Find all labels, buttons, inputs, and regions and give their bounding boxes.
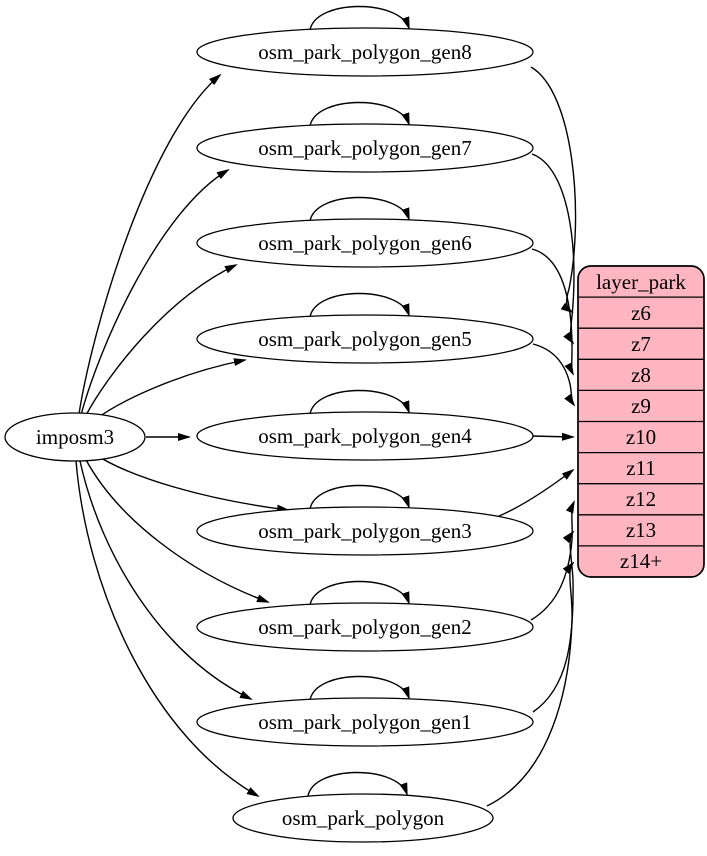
self-loop-gen1 <box>309 675 410 701</box>
edge-imposm3-to-gen1 <box>79 460 253 700</box>
edge-imposm3-to-gen5 <box>92 358 247 422</box>
gen1-label: osm_park_polygon_gen1 <box>258 710 471 734</box>
gen7-ellipse <box>196 123 534 173</box>
layer-row-z9: z9 <box>631 394 651 418</box>
imposm3-label: imposm3 <box>36 425 114 449</box>
self-loop-gen6 <box>309 196 410 222</box>
self-loop-gen7 <box>309 101 410 127</box>
edges-tables-to-layer <box>486 66 577 807</box>
gen2-label: osm_park_polygon_gen2 <box>258 615 471 639</box>
edge-imposm3-to-gen3 <box>92 452 290 513</box>
node-osm_park_polygon: osm_park_polygon <box>232 793 494 843</box>
self-loop-gen5 <box>309 292 410 318</box>
layer-park-row-dividers <box>578 296 704 547</box>
self-loop-gen8 <box>309 5 410 31</box>
layer-row-z10: z10 <box>626 425 656 449</box>
gen5-label: osm_park_polygon_gen5 <box>258 327 471 351</box>
edge-polygon-to-z14 <box>486 561 575 807</box>
edges-source-to-tables <box>75 73 290 797</box>
node-imposm3: imposm3 <box>4 412 146 462</box>
node-osm_park_polygon_gen2: osm_park_polygon_gen2 <box>196 602 534 652</box>
edge-gen1-to-z13 <box>532 530 575 713</box>
self-loop-gen4 <box>309 389 410 415</box>
gen6-ellipse <box>196 218 534 268</box>
node-osm_park_polygon_gen5: osm_park_polygon_gen5 <box>196 314 534 364</box>
node-osm_park_polygon_gen4: osm_park_polygon_gen4 <box>196 411 534 461</box>
layer-park-title: layer_park <box>596 270 686 294</box>
node-osm_park_polygon_gen8: osm_park_polygon_gen8 <box>196 27 534 77</box>
edge-gen2-to-z12 <box>530 500 575 621</box>
imposm3-ellipse <box>4 412 146 462</box>
node-osm_park_polygon_gen1: osm_park_polygon_gen1 <box>196 697 534 747</box>
node-osm_park_polygon_gen6: osm_park_polygon_gen6 <box>196 218 534 268</box>
gen8-label: osm_park_polygon_gen8 <box>258 40 471 64</box>
layer-row-z12: z12 <box>626 487 656 511</box>
gen6-label: osm_park_polygon_gen6 <box>258 231 471 255</box>
gen1-ellipse <box>196 697 534 747</box>
layer-row-z11: z11 <box>626 456 656 480</box>
layer-row-z13: z13 <box>626 518 656 542</box>
node-osm_park_polygon_gen3: osm_park_polygon_gen3 <box>196 506 534 556</box>
self-loop-gen2 <box>309 580 410 606</box>
polygon-ellipse <box>232 793 494 843</box>
layer-row-z7: z7 <box>631 332 651 356</box>
edge-imposm3-to-gen2 <box>84 457 270 603</box>
gen4-ellipse <box>196 411 534 461</box>
edge-imposm3-to-gen7 <box>80 168 230 416</box>
edge-gen3-to-z11 <box>496 468 575 518</box>
layer-row-z8: z8 <box>631 363 651 387</box>
gen3-label: osm_park_polygon_gen3 <box>258 519 471 543</box>
gen8-ellipse <box>196 27 534 77</box>
edge-gen5-to-z9 <box>532 343 576 407</box>
edge-gen4-to-z10 <box>530 432 575 441</box>
polygon-label: osm_park_polygon <box>282 806 445 830</box>
self-loop-polygon <box>307 771 408 797</box>
layer-row-z6: z6 <box>631 301 651 325</box>
gen7-label: osm_park_polygon_gen7 <box>258 136 471 160</box>
edge-gen8-to-z6 <box>530 66 577 314</box>
edge-gen6-to-z8 <box>531 248 574 376</box>
self-loop-gen3 <box>309 484 410 510</box>
gen2-ellipse <box>196 602 534 652</box>
edge-imposm3-to-polygon <box>75 460 260 797</box>
gen3-ellipse <box>196 506 534 556</box>
gen4-label: osm_park_polygon_gen4 <box>258 424 472 448</box>
gen5-ellipse <box>196 314 534 364</box>
layer-row-z14plus: z14+ <box>620 549 662 573</box>
node-layer_park: layer_park z6 z7 z8 z9 z10 z11 z12 z13 z… <box>577 265 705 578</box>
node-osm_park_polygon_gen7: osm_park_polygon_gen7 <box>196 123 534 173</box>
edge-gen7-to-z7 <box>531 153 575 345</box>
edge-imposm3-to-gen6 <box>84 264 238 418</box>
edge-imposm3-to-gen8 <box>78 73 222 415</box>
self-loop-edges <box>307 5 410 797</box>
